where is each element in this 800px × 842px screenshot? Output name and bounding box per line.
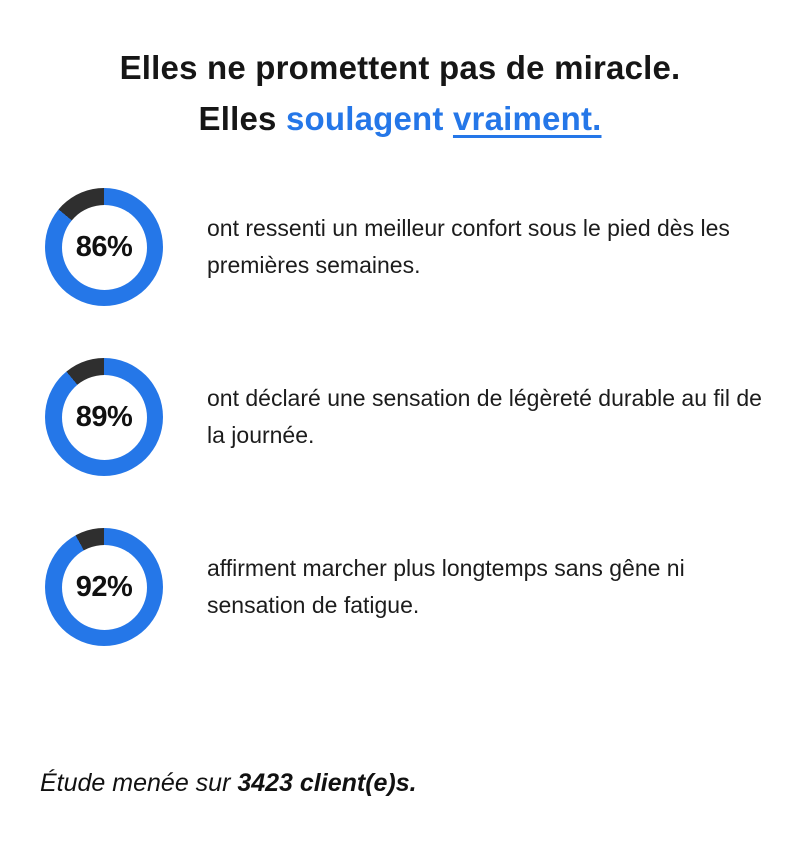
stat-row-3: 92% affirment marcher plus longtemps san… — [45, 528, 800, 647]
donut-chart-86: 86% — [45, 188, 163, 307]
donut-hole: 86% — [61, 204, 147, 290]
title-line-2-black: Elles — [198, 100, 286, 138]
donut-chart-92: 92% — [45, 528, 163, 647]
stat-description: ont ressenti un meilleur confort sous le… — [207, 215, 730, 279]
percent-label: 92% — [75, 570, 133, 603]
footer-note: Étude menée sur 3423 client(e)s. — [40, 769, 417, 798]
title-link-vraiment[interactable]: vraiment. — [452, 100, 602, 138]
stats-list: 86% ont ressenti un meilleur confort sou… — [0, 188, 800, 647]
title-line-1: Elles ne promettent pas de miracle. — [119, 49, 681, 86]
title-line-2: Elles soulagent vraiment. — [0, 93, 800, 144]
title-line-2-blue: soulagent — [285, 100, 453, 138]
stat-row-2: 89% ont déclaré une sensation de légèret… — [45, 358, 800, 477]
percent-label: 89% — [75, 400, 133, 433]
percent-label: 86% — [75, 230, 133, 263]
stat-row-1: 86% ont ressenti un meilleur confort sou… — [45, 188, 800, 307]
donut-chart-89: 89% — [45, 358, 163, 477]
footer-prefix: Étude menée sur — [40, 769, 238, 797]
donut-hole: 92% — [61, 544, 147, 630]
infographic-page: Elles ne promettent pas de miracle. Elle… — [0, 42, 800, 842]
page-title: Elles ne promettent pas de miracle. Elle… — [0, 42, 800, 144]
stat-description: affirment marcher plus longtemps sans gê… — [207, 555, 685, 619]
donut-hole: 89% — [61, 374, 147, 460]
footer-sample-size: 3423 client(e)s. — [237, 769, 417, 797]
stat-description: ont déclaré une sensation de légèreté du… — [207, 385, 762, 449]
